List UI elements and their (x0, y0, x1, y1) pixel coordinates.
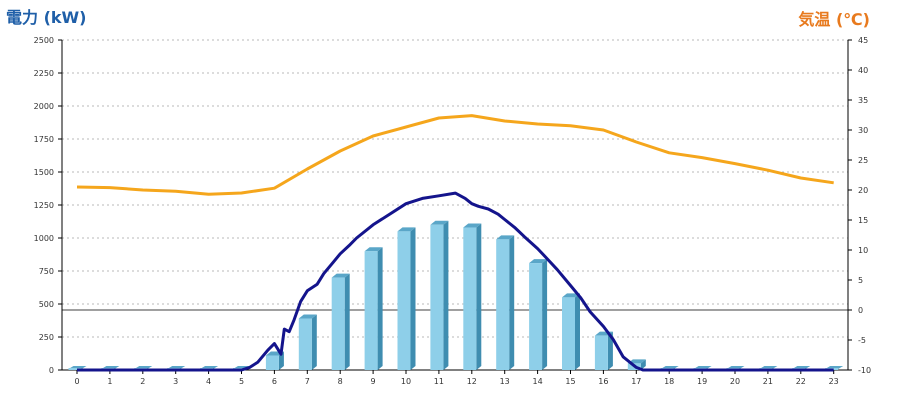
x-tick-label: 21 (763, 377, 773, 386)
right-tick-label: 25 (858, 156, 868, 165)
bar-side (575, 293, 580, 370)
right-axis-title: 気温 (℃) (798, 10, 870, 29)
right-tick-label: -10 (858, 366, 871, 375)
power-line (77, 191, 834, 372)
right-tick-label: 5 (858, 276, 863, 285)
bar-side (377, 247, 383, 370)
left-tick-label: 1250 (34, 201, 54, 210)
bar (298, 318, 312, 370)
left-tick-label: 1750 (34, 135, 54, 144)
bar (463, 227, 477, 370)
right-tick-label: 10 (858, 246, 868, 255)
x-tick-label: 7 (305, 377, 310, 386)
bar-side (542, 259, 548, 370)
bar (496, 239, 510, 370)
x-tick-label: 11 (434, 377, 444, 386)
x-tick-label: 0 (74, 377, 79, 386)
right-tick-label: 0 (858, 306, 863, 315)
left-tick-label: 1500 (34, 168, 54, 177)
x-tick-label: 22 (796, 377, 806, 386)
bar (594, 335, 608, 370)
x-tick-label: 23 (829, 377, 839, 386)
left-tick-label: 2000 (34, 102, 54, 111)
bar-top (463, 223, 482, 228)
bar-top (430, 220, 449, 225)
right-tick-label: 30 (858, 126, 868, 135)
left-tick-label: 2250 (34, 69, 54, 78)
right-tick-label: -5 (858, 336, 866, 345)
bar-top (298, 314, 317, 319)
bar-side (311, 314, 317, 370)
bar-side (640, 359, 646, 370)
x-tick-label: 18 (664, 377, 674, 386)
bar-side (607, 331, 613, 370)
x-tick-label: 3 (173, 377, 178, 386)
bar-top (529, 259, 548, 264)
x-tick-label: 17 (631, 377, 641, 386)
x-tick-label: 12 (467, 377, 477, 386)
left-tick-label: 1000 (34, 234, 54, 243)
bar-side (476, 223, 482, 370)
bar-side (344, 273, 350, 370)
left-tick-label: 250 (39, 333, 54, 342)
x-tick-label: 1 (107, 377, 112, 386)
right-tick-label: 20 (858, 186, 868, 195)
x-tick-label: 9 (371, 377, 376, 386)
bar-side (410, 227, 416, 370)
bar-side (278, 351, 284, 370)
x-tick-label: 13 (500, 377, 510, 386)
right-tick-label: 35 (858, 96, 868, 105)
x-tick-label: 16 (598, 377, 608, 386)
x-tick-label: 20 (730, 377, 740, 386)
bar (265, 355, 279, 370)
x-tick-label: 15 (565, 377, 575, 386)
x-tick-label: 5 (239, 377, 244, 386)
bar-top (397, 227, 416, 232)
bar (430, 224, 444, 370)
bar (68, 368, 82, 370)
temperature-line (76, 114, 834, 196)
bar (331, 277, 345, 370)
bar-side (443, 220, 449, 370)
bar-top (331, 273, 350, 278)
left-axis-title: 電力 (kW) (6, 8, 87, 27)
left-tick-label: 2500 (34, 36, 54, 45)
right-tick-label: 45 (858, 36, 868, 45)
x-tick-label: 2 (140, 377, 145, 386)
bar-top (364, 247, 383, 252)
right-tick-label: 40 (858, 66, 868, 75)
bar (397, 231, 411, 370)
bar-side (509, 235, 515, 370)
bar-top (496, 235, 515, 240)
bar (529, 263, 543, 370)
x-tick-label: 10 (401, 377, 411, 386)
left-tick-label: 0 (49, 366, 54, 375)
left-tick-label: 750 (39, 267, 54, 276)
bar (562, 297, 575, 370)
bar-top (562, 293, 580, 298)
right-tick-label: 15 (858, 216, 868, 225)
x-tick-label: 4 (206, 377, 211, 386)
bar (364, 251, 378, 370)
left-tick-label: 500 (39, 300, 54, 309)
x-tick-label: 14 (533, 377, 543, 386)
x-tick-label: 8 (338, 377, 343, 386)
x-tick-label: 6 (272, 377, 277, 386)
x-tick-label: 19 (697, 377, 707, 386)
